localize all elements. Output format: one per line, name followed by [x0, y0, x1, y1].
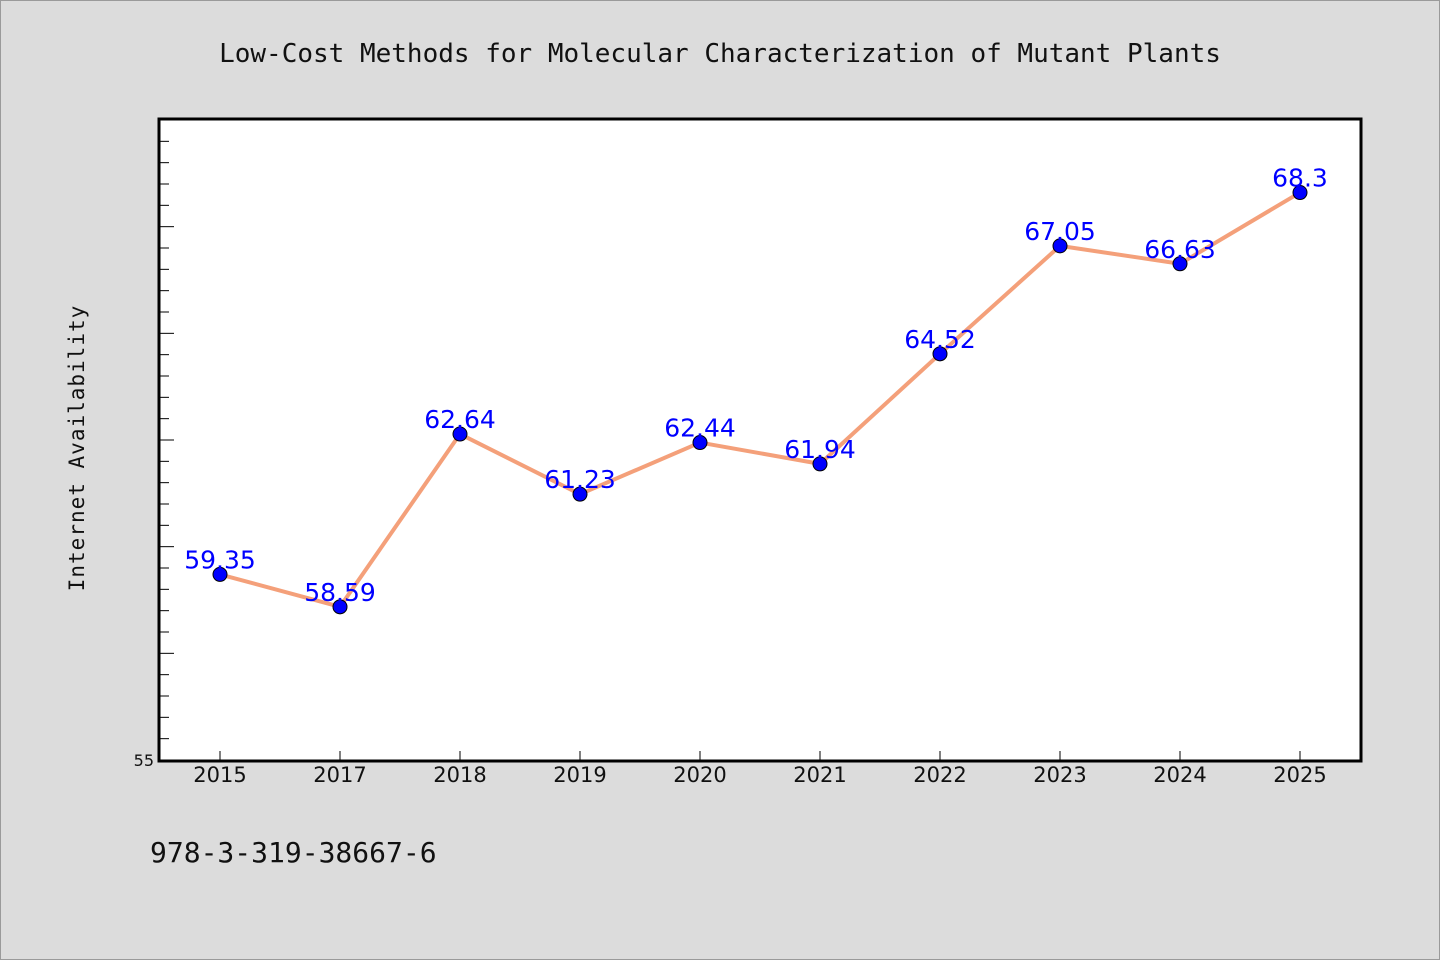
x-tick-label: 2023: [1033, 763, 1086, 787]
data-label: 61.94: [784, 435, 856, 464]
x-tick-label: 2025: [1273, 763, 1326, 787]
data-point: [1052, 238, 1068, 254]
series-lines: [218, 190, 1302, 609]
x-tick-label: 2015: [193, 763, 246, 787]
y-tick-label: 55: [134, 751, 154, 770]
plot-area: [157, 117, 1363, 763]
x-tick-label: 2024: [1153, 763, 1206, 787]
data-point: [692, 435, 708, 451]
x-tick-label: 2019: [553, 763, 606, 787]
data-label: 59.35: [184, 545, 256, 574]
data-label: 67.05: [1024, 217, 1096, 246]
data-label: 62.44: [664, 414, 736, 443]
data-point: [332, 599, 348, 615]
data-label: 64.52: [904, 325, 976, 354]
data-point: [1172, 256, 1188, 272]
series-line: [218, 190, 1302, 609]
isbn-footer: 978-3-319-38667-6: [150, 836, 437, 869]
data-point: [1292, 185, 1308, 201]
data-label: 68.3: [1272, 164, 1328, 193]
data-label: 58.59: [304, 578, 376, 607]
data-point: [812, 456, 828, 472]
data-label: 62.64: [424, 405, 496, 434]
series-markers: [212, 185, 1308, 615]
x-tick-label: 2017: [313, 763, 366, 787]
data-labels: 59.35 58.59 62.64 61.23 62.44 61.94 64.52 67.05…: [184, 164, 1328, 607]
x-tick-label: 2021: [793, 763, 846, 787]
chart-title: Low-Cost Methods for Molecular Character…: [219, 39, 1221, 69]
x-axis-ticks: [219, 751, 1301, 760]
x-axis-tick-labels: 2015 2017 2018 2019 2020 2021 2022 2023 2024 2025: [193, 763, 1326, 787]
x-tick-label: 2022: [913, 763, 966, 787]
data-point: [452, 426, 468, 442]
data-point: [572, 486, 588, 502]
y-axis-tick-labels: 55: [134, 751, 154, 770]
y-axis-ticks: [160, 140, 174, 740]
y-axis-label: Internet Availability: [65, 305, 89, 592]
x-tick-label: 2018: [433, 763, 486, 787]
data-label: 66.63: [1144, 235, 1216, 264]
data-label: 61.23: [544, 465, 616, 494]
x-tick-label: 2020: [673, 763, 726, 787]
data-point: [932, 346, 948, 362]
data-point: [212, 566, 228, 582]
